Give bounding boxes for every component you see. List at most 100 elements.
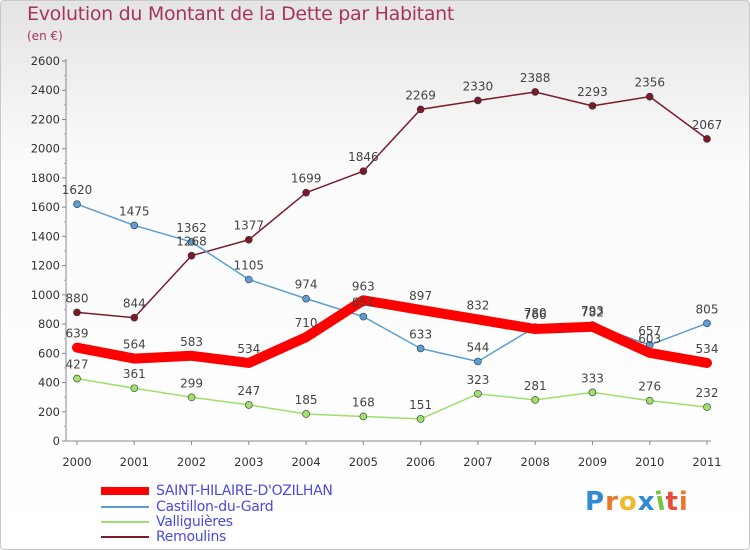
legend-label: SAINT-HILAIRE-D'OZILHAN <box>156 483 333 499</box>
data-label: 583 <box>180 335 203 349</box>
legend-item-saint-hilaire: SAINT-HILAIRE-D'OZILHAN <box>101 483 401 501</box>
data-label: 710 <box>295 316 318 330</box>
y-tick-label: 1600 <box>31 200 60 214</box>
data-label: 2293 <box>577 85 608 99</box>
y-tick-label: 0 <box>53 434 60 448</box>
data-point <box>588 388 597 397</box>
x-tick-label: 2003 <box>234 455 263 469</box>
data-label: 564 <box>123 338 146 352</box>
data-label: 361 <box>123 367 146 381</box>
data-point <box>245 275 253 284</box>
data-point <box>703 319 711 328</box>
y-tick-label: 1000 <box>31 288 60 302</box>
legend-swatch <box>101 506 149 508</box>
data-label: 232 <box>696 386 719 400</box>
x-tick-label: 2008 <box>521 455 550 469</box>
y-tick-label: 400 <box>38 376 60 390</box>
data-point <box>474 357 482 366</box>
data-point <box>245 235 253 244</box>
data-point <box>416 344 425 353</box>
chart-unit: (en €) <box>27 29 63 43</box>
data-label: 333 <box>581 371 604 385</box>
y-tick-label: 800 <box>38 317 60 331</box>
data-point <box>302 294 310 303</box>
x-tick-label: 2002 <box>177 455 206 469</box>
x-tick-label: 2005 <box>349 455 378 469</box>
data-label: 832 <box>466 298 489 312</box>
y-tick-label: 2000 <box>31 142 60 156</box>
data-point <box>130 384 139 393</box>
data-point <box>187 393 196 402</box>
data-label: 2330 <box>463 79 494 93</box>
series-line-2 <box>76 377 708 420</box>
y-tick-label: 2600 <box>31 54 60 68</box>
data-point <box>474 96 482 105</box>
data-point <box>588 102 597 110</box>
legend-label: Valliguières <box>156 514 233 530</box>
data-label: 534 <box>696 342 719 356</box>
data-label: 323 <box>466 373 489 387</box>
data-point <box>645 396 654 405</box>
series-line-3 <box>76 91 708 319</box>
data-label: 766 <box>524 308 547 322</box>
data-label: 299 <box>180 376 203 390</box>
data-label: 1362 <box>176 221 207 235</box>
legend-swatch <box>101 487 149 495</box>
data-label: 974 <box>295 278 318 292</box>
data-point <box>130 221 139 230</box>
data-point <box>187 238 196 246</box>
data-label: 185 <box>295 393 318 407</box>
series-line-0 <box>72 295 712 368</box>
data-label: 1846 <box>348 150 379 164</box>
x-tick-label: 2007 <box>463 455 492 469</box>
data-label: 603 <box>638 332 661 346</box>
data-point <box>703 403 711 411</box>
data-label: 851 <box>352 296 375 310</box>
data-point <box>703 135 711 143</box>
data-point <box>359 312 368 321</box>
x-tick-label: 2000 <box>62 455 91 469</box>
data-label: 534 <box>237 342 260 356</box>
data-label: 782 <box>581 306 604 320</box>
legend-label: Castillon-du-Gard <box>156 499 274 515</box>
y-tick-label: 600 <box>38 346 60 360</box>
data-point <box>416 415 425 423</box>
legend-item-valliguieres: Valliguières <box>101 514 401 532</box>
data-label: 281 <box>524 379 547 393</box>
data-label: 247 <box>237 384 260 398</box>
data-label: 1377 <box>234 219 265 233</box>
y-tick-label: 1200 <box>31 259 60 273</box>
data-label: 1268 <box>176 235 207 249</box>
data-label: 2067 <box>692 118 723 132</box>
data-point <box>245 401 253 409</box>
legend-item-remoulins: Remoulins <box>101 529 401 547</box>
data-label: 880 <box>66 291 89 305</box>
data-label: 633 <box>409 327 432 341</box>
x-tick-label: 2001 <box>120 455 149 469</box>
data-label: 427 <box>66 358 89 372</box>
data-point <box>531 88 539 96</box>
x-tick-label: 2010 <box>635 455 664 469</box>
data-label: 1620 <box>62 183 93 197</box>
y-tick-label: 2200 <box>31 112 60 126</box>
data-label: 2388 <box>520 71 551 85</box>
y-tick-label: 1400 <box>31 229 60 243</box>
legend-swatch <box>101 521 149 523</box>
legend-swatch <box>101 536 149 538</box>
data-label: 151 <box>409 398 432 412</box>
data-point <box>302 188 310 197</box>
data-label: 805 <box>696 302 719 316</box>
data-point <box>359 167 368 175</box>
data-label: 657 <box>638 324 661 338</box>
data-point <box>416 105 425 114</box>
data-label: 168 <box>352 395 375 409</box>
x-tick-label: 2006 <box>406 455 435 469</box>
data-point <box>359 412 368 421</box>
x-tick-label: 2004 <box>291 455 320 469</box>
data-label: 897 <box>409 289 432 303</box>
data-label: 780 <box>524 306 547 320</box>
legend-label: Remoulins <box>156 529 227 545</box>
data-point <box>73 200 81 209</box>
